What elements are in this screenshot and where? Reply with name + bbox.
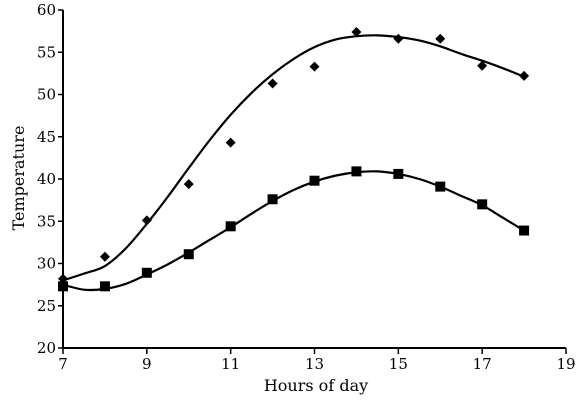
diamond-point (141, 215, 152, 226)
x-axis-label: Hours of day (264, 376, 368, 395)
square-point (309, 175, 320, 186)
y-tick-label: 45 (37, 128, 56, 146)
diamond-point (477, 60, 488, 71)
x-tick-label: 9 (142, 355, 152, 373)
x-tick-label: 19 (556, 355, 575, 373)
series-2-fit-curve (62, 170, 525, 292)
square-point (435, 181, 446, 192)
x-tick-label: 13 (305, 355, 324, 373)
diamond-point (267, 78, 278, 89)
y-tick-label: 35 (37, 212, 56, 230)
square-point (267, 194, 278, 205)
x-tick-label: 7 (58, 355, 68, 373)
square-point (225, 221, 236, 232)
diamond-point (58, 273, 68, 284)
y-tick-label: 30 (37, 255, 56, 273)
x-tick-label: 15 (389, 355, 408, 373)
diamond-point (435, 33, 446, 44)
y-tick-label: 50 (37, 86, 56, 104)
diamond-point (351, 26, 362, 37)
y-tick-label: 20 (37, 339, 56, 357)
diamond-point (393, 33, 404, 44)
square-point (393, 168, 404, 179)
diamond-point (183, 179, 194, 190)
y-tick-label: 55 (37, 43, 56, 61)
y-tick-label: 40 (37, 170, 56, 188)
fit-curves (62, 34, 525, 292)
x-tick-label: 17 (473, 355, 492, 373)
square-point (477, 199, 488, 210)
square-point (519, 225, 530, 236)
diamond-point (309, 61, 320, 72)
diamond-point (519, 70, 530, 81)
square-point (351, 166, 362, 177)
square-point (183, 249, 194, 260)
y-tick-label: 60 (37, 1, 56, 19)
diamond-point (99, 251, 110, 262)
y-tick-label: 25 (37, 297, 56, 315)
x-tick-label: 11 (221, 355, 240, 373)
diamond-point (225, 137, 236, 148)
series-1-fit-curve (62, 34, 525, 282)
square-point (58, 281, 68, 292)
data-points (58, 26, 530, 292)
ticks: 20 25 30 35 40 45 50 55 60 7 9 11 13 15 17 19 (37, 1, 576, 373)
y-axis-label: Temperature (9, 126, 28, 231)
square-point (141, 267, 152, 278)
square-point (99, 281, 110, 292)
